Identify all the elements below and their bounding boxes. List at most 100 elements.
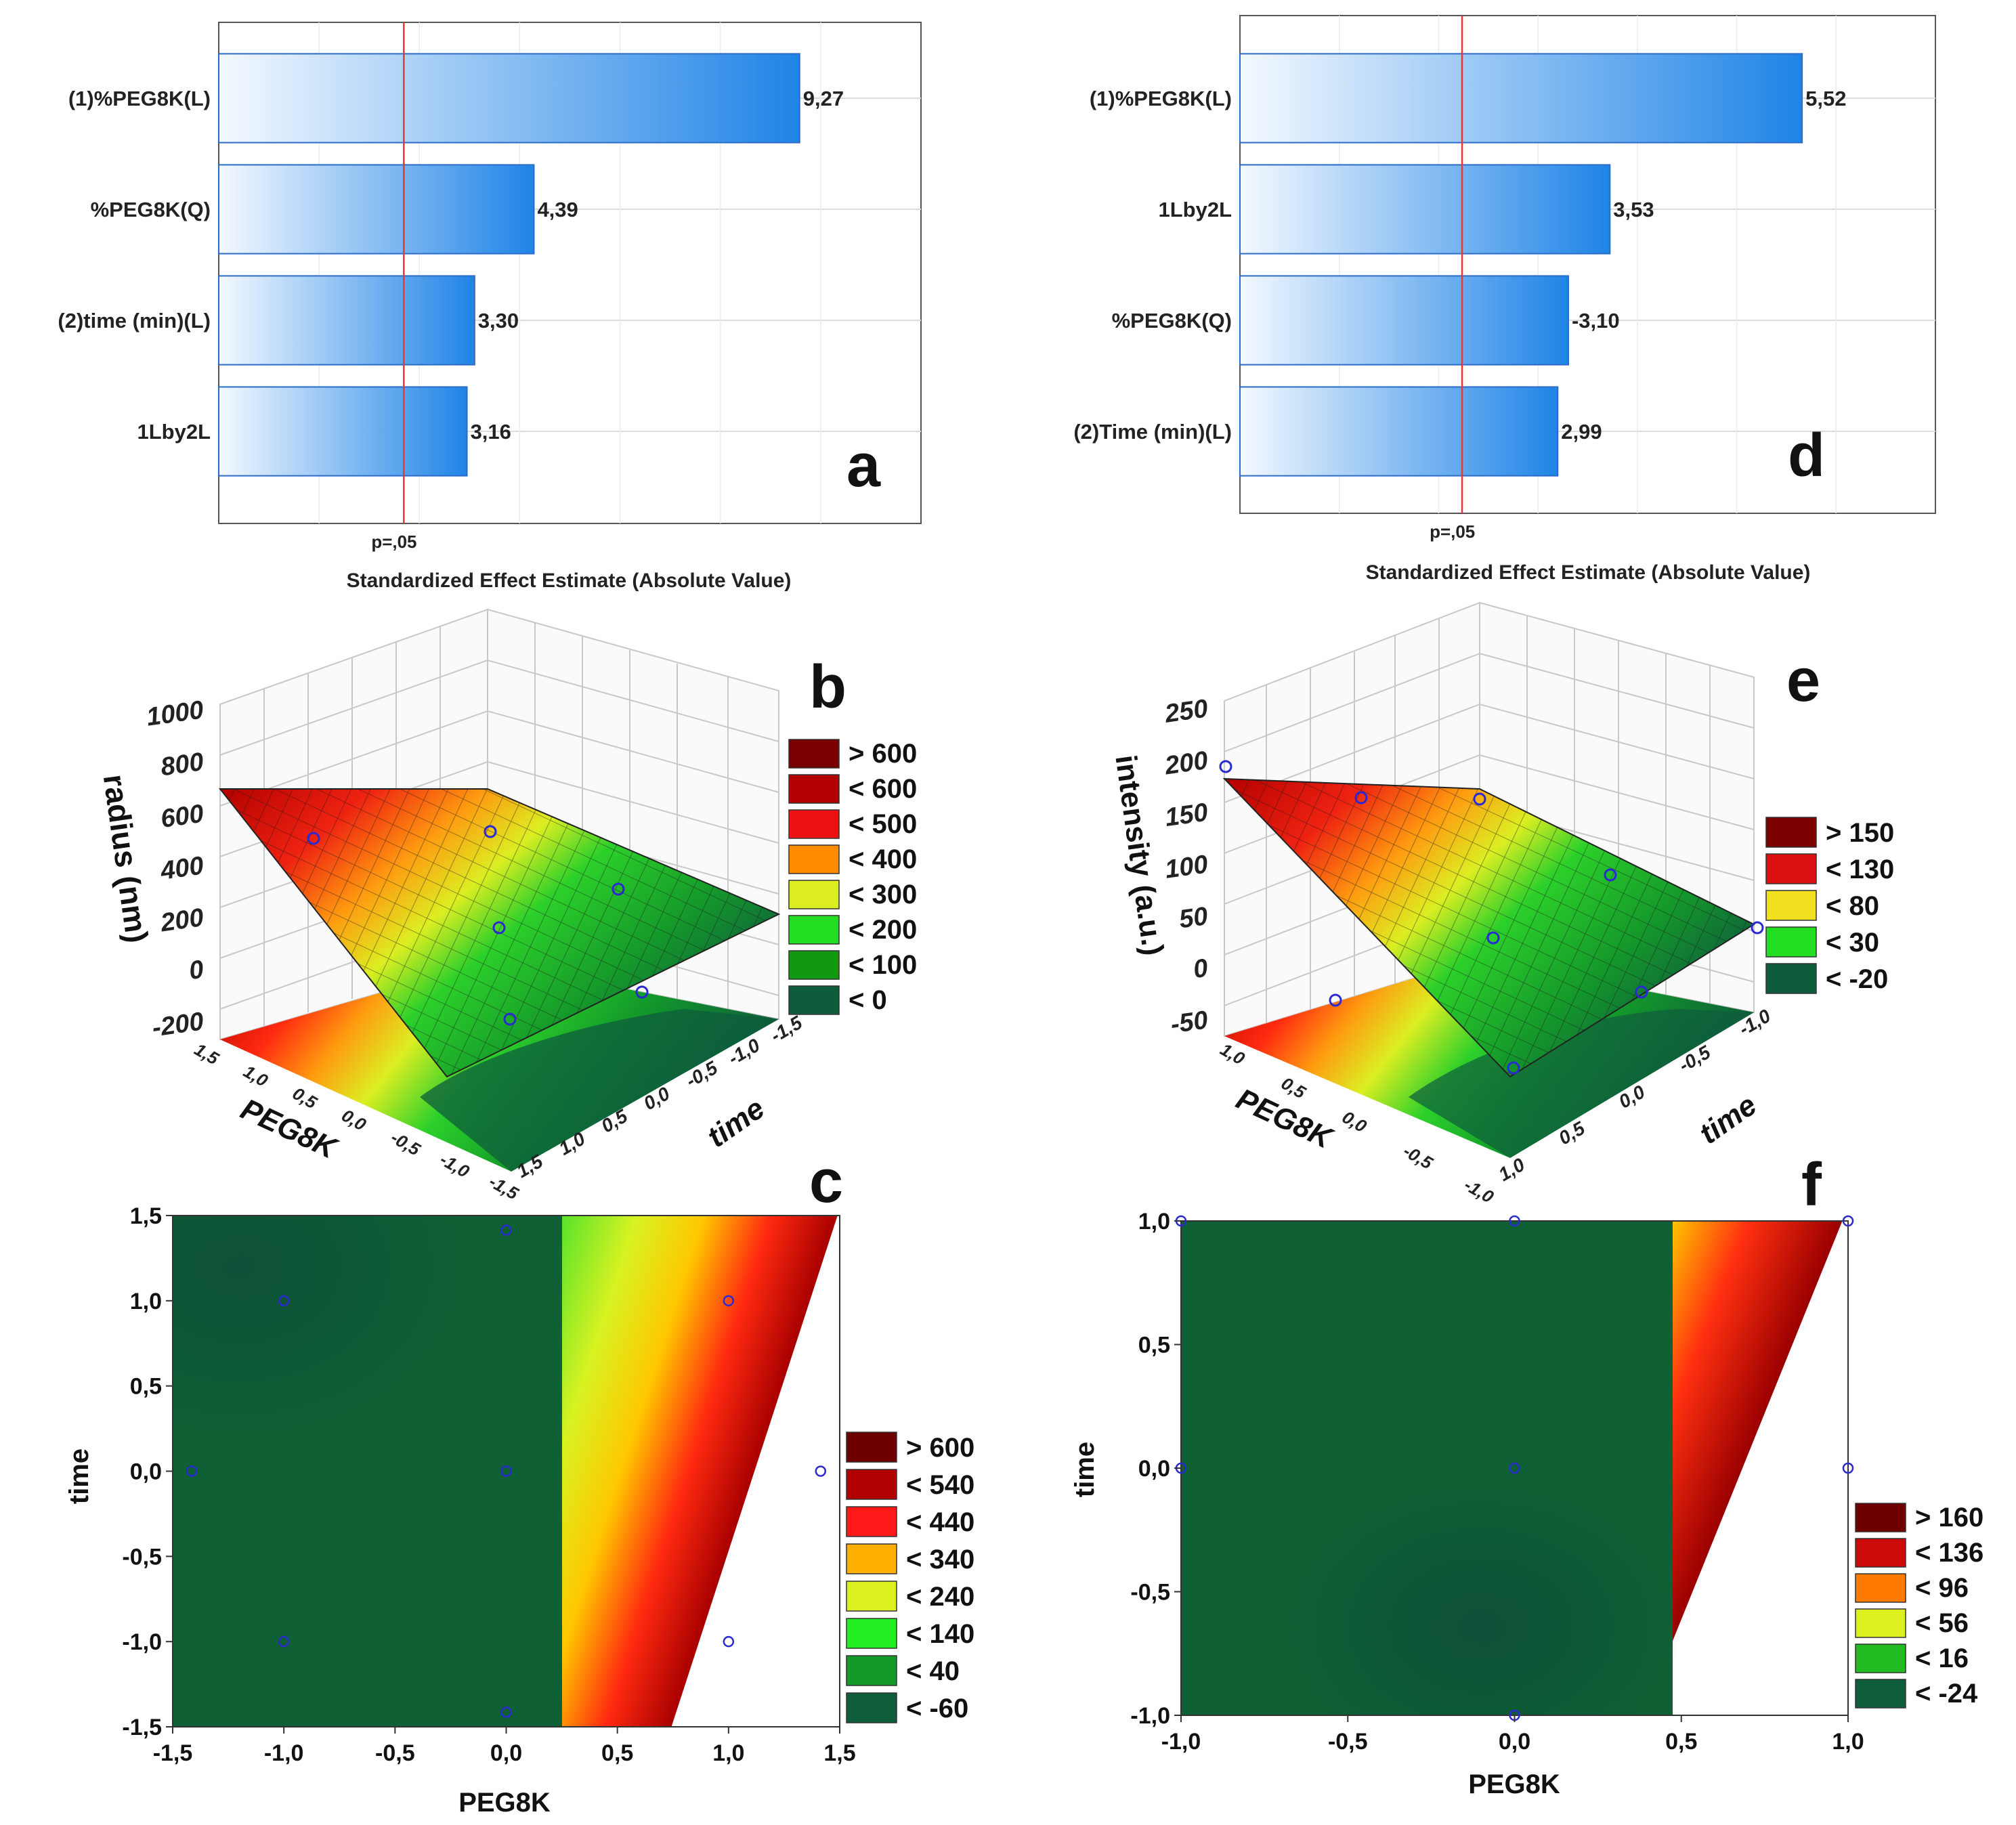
bar-value-label: 3,16 — [471, 420, 511, 444]
bar — [218, 53, 800, 144]
z-tick-label: 800 — [159, 748, 206, 781]
z-tick-label: 250 — [1163, 694, 1210, 729]
legend-label: < 80 — [1826, 891, 1879, 921]
legend-label: < 340 — [906, 1545, 974, 1574]
panel-label: c — [809, 1148, 843, 1216]
category-label: %PEG8K(Q) — [1112, 309, 1232, 332]
y-tick-label: -0,5 — [122, 1544, 162, 1570]
legend-label: < 130 — [1826, 855, 1894, 884]
legend-swatch — [788, 739, 840, 769]
category-label: (2)time (min)(L) — [58, 309, 211, 332]
x-tick-label: 1,0 — [712, 1740, 744, 1766]
legend-swatch — [788, 809, 840, 839]
z-tick-label: 0 — [187, 956, 205, 986]
legend-label: < 40 — [906, 1656, 960, 1686]
x-tick-label: 1,0 — [1832, 1729, 1864, 1755]
x-tick-label: 0,0 — [490, 1740, 522, 1766]
design-point — [500, 1224, 512, 1236]
z-axis-title: intensity (a.u.) — [1109, 753, 1170, 958]
legend-swatch — [788, 950, 840, 980]
design-point — [500, 1706, 512, 1718]
y-tick-label: 1,0 — [1138, 1209, 1170, 1234]
panel-c-contour-plot: -1,5 -1,0 -0,5 0,0 0,5 1,0 1,5 1,5 1,0 0,5 0,0 -0,… — [64, 1148, 974, 1818]
bar — [218, 275, 475, 366]
bar-value-label: 9,27 — [803, 87, 844, 110]
legend-swatch — [788, 844, 840, 874]
y-tick-label: 1,0 — [1495, 1154, 1529, 1186]
x-axis-title: Standardized Effect Estimate (Absolute V… — [347, 570, 792, 592]
x-tick-label: 0,5 — [1278, 1073, 1310, 1102]
y-axis-title: time — [1070, 1442, 1100, 1497]
x-axis-title: PEG8K — [1468, 1769, 1560, 1799]
legend-label: < 30 — [1826, 928, 1879, 958]
panel-label: e — [1786, 647, 1820, 714]
legend-swatch — [788, 880, 840, 909]
x-axis-title: PEG8K — [236, 1092, 343, 1166]
x-tick-label: -0,5 — [1400, 1140, 1436, 1174]
panel-f-contour-plot: -1,0 -0,5 0,0 0,5 1,0 1,0 0,5 0,0 -0,5 -1,0 PEG8… — [1070, 1151, 1983, 1799]
y-tick-label: -1,5 — [122, 1715, 162, 1740]
legend-label: < 300 — [849, 880, 917, 909]
bar-value-label: 2,99 — [1561, 420, 1602, 444]
legend-label: < 540 — [906, 1470, 974, 1500]
x-tick-label: 0,0 — [1339, 1107, 1371, 1136]
x-tick-label: -1,0 — [1461, 1174, 1497, 1207]
legend-swatch — [1855, 1644, 1906, 1673]
legend-label: < -24 — [1915, 1679, 1978, 1709]
x-tick-label: 1,5 — [823, 1740, 855, 1766]
x-tick-label: 0,0 — [339, 1105, 370, 1135]
legend-label: < 56 — [1915, 1608, 1969, 1638]
bar — [218, 164, 535, 255]
legend-label: < 0 — [849, 985, 887, 1015]
z-tick-label: 400 — [158, 851, 206, 886]
design-point — [1842, 1215, 1854, 1227]
legend-label: < 136 — [1915, 1538, 1983, 1568]
y-tick-label: 0,0 — [1138, 1456, 1170, 1482]
panel-label: b — [809, 653, 846, 721]
panel-d-bar-chart: 5,52 (1)%PEG8K(L) 3,53 1Lby2L -3,10 %PEG8K(Q)… — [1073, 15, 1936, 584]
design-point — [278, 1635, 290, 1648]
y-tick-label: -1,0 — [122, 1629, 162, 1655]
design-points — [307, 825, 649, 1026]
legend-label: > 600 — [906, 1433, 974, 1463]
x-tick-label: -1,0 — [264, 1740, 304, 1766]
y-axis-title: time — [1694, 1088, 1763, 1151]
design-point — [815, 1465, 827, 1477]
legend-label: < 100 — [849, 950, 917, 980]
x-tick-label: -0,5 — [375, 1740, 415, 1766]
y-axis-title: time — [702, 1092, 771, 1154]
x-axis-title: Standardized Effect Estimate (Absolute V… — [1366, 561, 1811, 584]
x-tick-label: 0,0 — [1499, 1729, 1530, 1755]
contour-minimum — [1181, 1221, 1848, 1715]
legend-swatch — [1855, 1503, 1906, 1532]
category-label: %PEG8K(Q) — [91, 198, 211, 221]
x-tick-label: -1,0 — [437, 1149, 473, 1182]
legend-label: > 600 — [849, 739, 917, 769]
legend-label: < 440 — [906, 1507, 974, 1537]
y-tick-label: 1,5 — [130, 1203, 162, 1229]
y-axis-title: time — [64, 1448, 94, 1504]
z-tick-label: -50 — [1169, 1006, 1209, 1039]
z-tick-label: 200 — [158, 903, 206, 938]
legend-label: < 140 — [906, 1619, 974, 1649]
legend-swatch — [788, 985, 840, 1015]
contour-minimum — [173, 1216, 840, 1727]
legend-label: > 150 — [1826, 818, 1894, 848]
y-tick-label: 1,0 — [130, 1289, 162, 1314]
legend-label: < 400 — [849, 844, 917, 874]
legend-swatch — [1855, 1608, 1906, 1638]
legend-label: < -20 — [1826, 964, 1888, 994]
design-point — [500, 1465, 512, 1477]
z-tick-label: 150 — [1163, 798, 1210, 832]
legend-swatch — [846, 1618, 897, 1649]
z-axis-title: radius (nm) — [97, 772, 155, 945]
legend-swatch — [1855, 1573, 1906, 1603]
design-point — [186, 1465, 198, 1477]
z-tick-label: 50 — [1178, 902, 1210, 934]
y-tick-label: 0,0 — [130, 1459, 162, 1485]
bar — [1239, 53, 1803, 144]
legend-swatch — [1765, 890, 1817, 921]
legend-swatch — [1855, 1538, 1906, 1568]
